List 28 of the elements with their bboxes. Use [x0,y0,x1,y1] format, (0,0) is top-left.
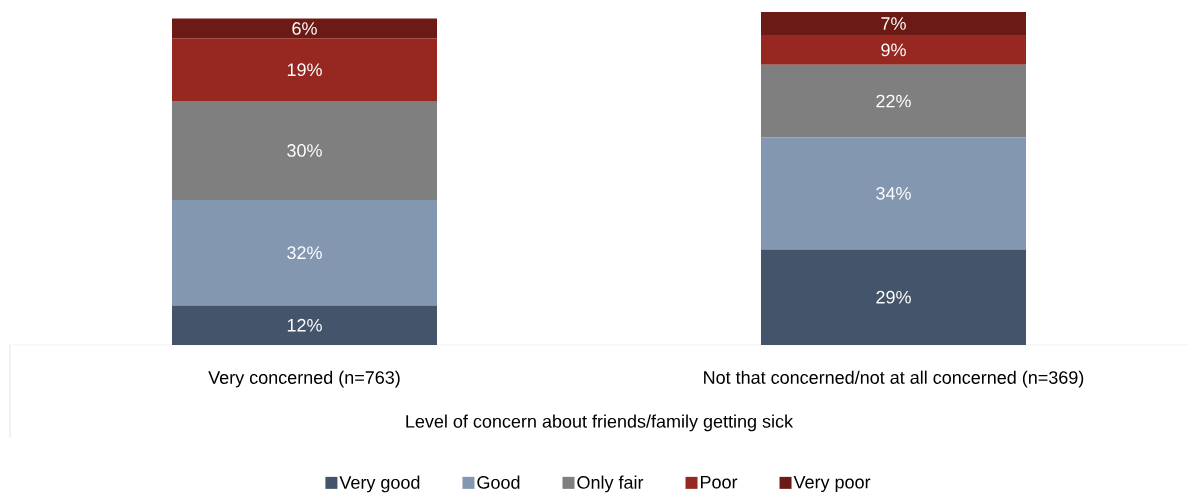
data-label: 12% [287,318,322,332]
x-axis-title: Level of concern about friends/family getting sick [406,414,794,432]
bar [761,35,1026,65]
data-label: 30% [287,144,322,157]
data-label: 7% [881,17,906,30]
x-tick-label: Not that concerned/not at all concerned (n=369) [704,370,1084,388]
data-label: 32% [287,246,322,260]
bar [172,18,437,39]
bar [761,249,1026,345]
bar [172,38,437,102]
data-label: 9% [881,43,906,57]
legend-label: Only fair [577,475,644,493]
bar [761,137,1026,250]
data-label: 29% [876,290,911,304]
legend-label: Good [477,475,520,489]
legend-label: Very poor [793,475,871,493]
bar [761,11,1026,36]
data-label: 34% [876,186,911,200]
bar [761,64,1026,138]
legend-label: Poor [700,475,738,489]
bar [172,199,437,306]
bar [172,101,437,200]
x-tick-label: Very concerned (n=763) [208,370,400,388]
legend-label: Very good [339,475,420,493]
data-label: 6% [292,22,317,35]
bar [172,305,437,345]
data-label: 22% [876,94,911,108]
data-label: 19% [287,63,322,77]
